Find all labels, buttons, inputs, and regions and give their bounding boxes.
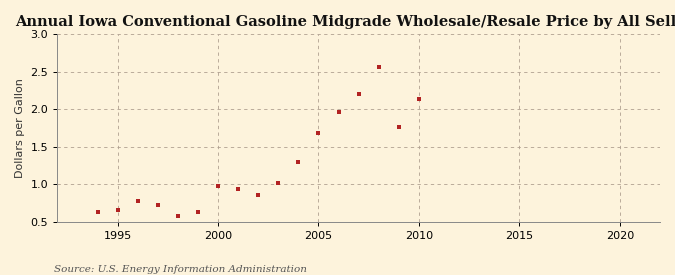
Y-axis label: Dollars per Gallon: Dollars per Gallon	[15, 78, 25, 178]
Point	[253, 192, 264, 197]
Title: Annual Iowa Conventional Gasoline Midgrade Wholesale/Resale Price by All Sellers: Annual Iowa Conventional Gasoline Midgra…	[16, 15, 675, 29]
Point	[173, 214, 184, 219]
Point	[233, 187, 244, 192]
Point	[293, 160, 304, 164]
Point	[213, 184, 223, 189]
Point	[373, 65, 384, 70]
Point	[333, 109, 344, 114]
Point	[92, 210, 103, 214]
Text: Source: U.S. Energy Information Administration: Source: U.S. Energy Information Administ…	[54, 265, 307, 274]
Point	[414, 97, 425, 101]
Point	[394, 125, 404, 130]
Point	[112, 208, 123, 213]
Point	[273, 181, 284, 186]
Point	[353, 92, 364, 97]
Point	[313, 131, 324, 136]
Point	[192, 210, 203, 214]
Point	[132, 199, 143, 204]
Point	[153, 203, 163, 207]
